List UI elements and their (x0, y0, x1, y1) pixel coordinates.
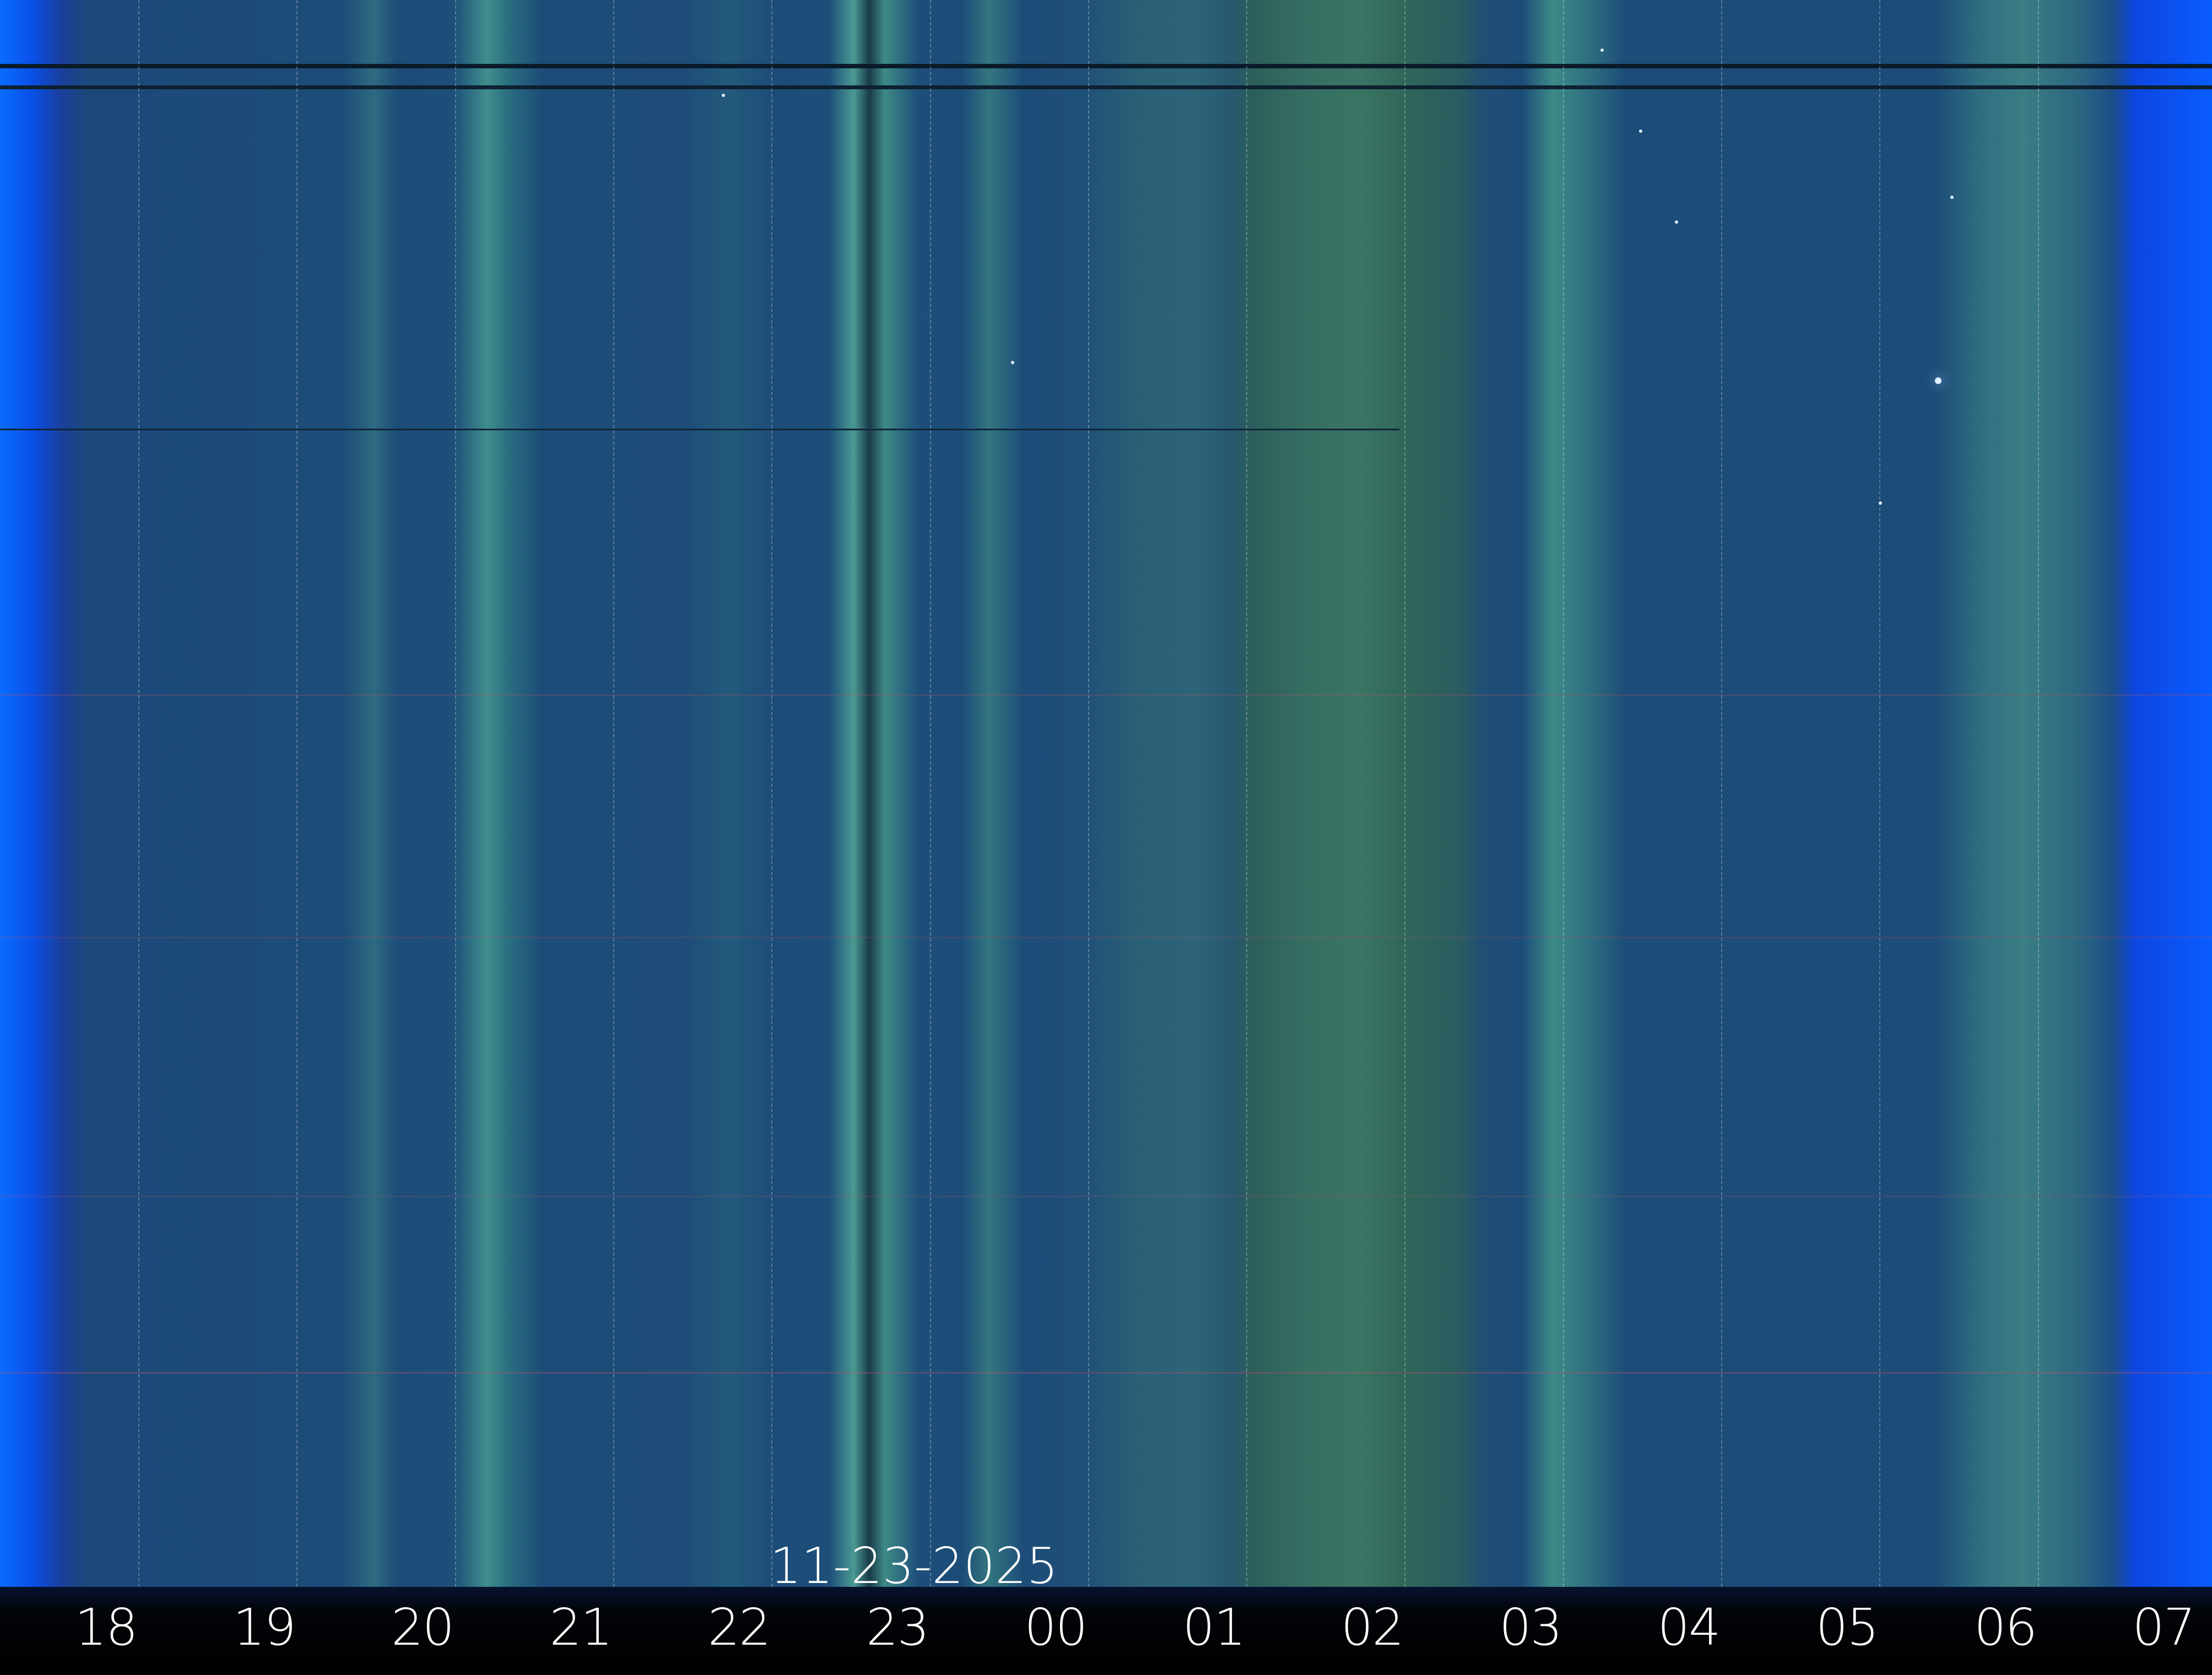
hour-label: 02 (1340, 1598, 1404, 1657)
hour-gridline (1088, 0, 1089, 1587)
hour-label: 03 (1499, 1598, 1562, 1657)
hour-label: 21 (549, 1598, 613, 1657)
hour-label: 05 (1815, 1598, 1879, 1657)
hour-label: 01 (1182, 1598, 1246, 1657)
faint-line (0, 1196, 2212, 1197)
star (1639, 129, 1642, 133)
faint-line (0, 1372, 2212, 1374)
hour-gridline (771, 0, 773, 1587)
dark-line-second (0, 85, 2212, 89)
dark-line-thin (0, 429, 1399, 430)
hour-gridline (455, 0, 456, 1587)
star (1011, 361, 1014, 364)
hour-gridline (1721, 0, 1722, 1587)
hour-gridline (296, 0, 298, 1587)
hour-label: 23 (866, 1598, 929, 1657)
hour-label: 20 (391, 1598, 455, 1657)
hour-label: 18 (74, 1598, 138, 1657)
hour-gridline (613, 0, 614, 1587)
star (1950, 196, 1954, 199)
hour-label: 22 (707, 1598, 771, 1657)
hour-gridline (2037, 0, 2039, 1587)
hour-label: 06 (1974, 1598, 2037, 1657)
hour-gridline (138, 0, 139, 1587)
bright-star (1935, 377, 1941, 384)
faint-line (0, 937, 2212, 938)
star (722, 94, 725, 97)
faint-line (0, 694, 2212, 696)
hour-gridline (929, 0, 931, 1587)
hour-label: 19 (232, 1598, 296, 1657)
hour-gridline (1562, 0, 1564, 1587)
star (1600, 48, 1604, 52)
hour-gridline (1246, 0, 1248, 1587)
star (1879, 501, 1882, 505)
star (1675, 220, 1678, 224)
hour-label: 00 (1024, 1598, 1088, 1657)
time-axis-band (0, 1587, 2212, 1675)
dark-line-top (0, 64, 2212, 68)
hour-label: 04 (1657, 1598, 1721, 1657)
hour-gridline (1404, 0, 1406, 1587)
hour-gridline (1879, 0, 1881, 1587)
date-label: 11-23-2025 (770, 1537, 1058, 1595)
hour-label: 07 (2132, 1598, 2195, 1657)
